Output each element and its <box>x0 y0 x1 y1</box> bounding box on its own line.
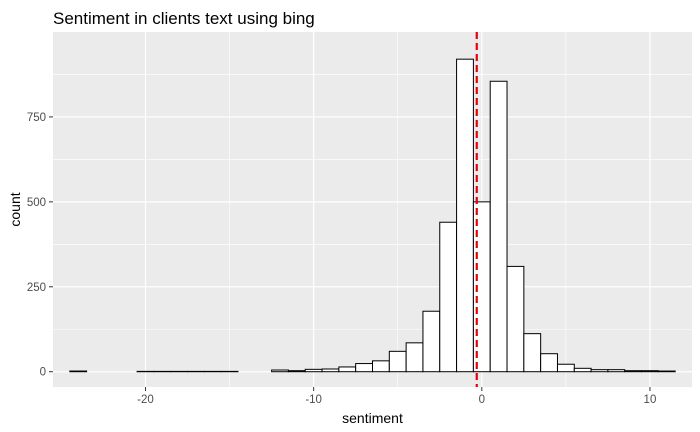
histogram-bar <box>657 370 676 373</box>
histogram-bar <box>506 265 525 373</box>
histogram-bar <box>372 360 390 373</box>
histogram-bar <box>540 353 558 373</box>
histogram-bar <box>338 366 357 373</box>
histogram-bar <box>69 370 88 373</box>
x-tick-label: 10 <box>644 394 657 406</box>
histogram-bar <box>590 369 609 373</box>
x-axis-label: sentiment <box>342 410 403 426</box>
chart-title: Sentiment in clients text using bing <box>53 9 315 28</box>
histogram-bars <box>69 58 676 373</box>
histogram-bar <box>287 370 306 373</box>
histogram-bar <box>321 368 340 373</box>
plot-panel <box>53 32 692 387</box>
histogram-bar <box>624 370 643 373</box>
histogram-bar <box>304 368 323 373</box>
histogram-bar <box>456 58 474 373</box>
y-tick-label: 0 <box>40 367 46 379</box>
histogram-bar <box>405 342 424 373</box>
histogram-bar <box>439 221 458 373</box>
histogram-bar <box>422 310 441 373</box>
histogram-bar <box>607 369 626 373</box>
x-tick-label: 0 <box>479 394 485 406</box>
x-axis: -20 -10 0 10 <box>137 387 656 406</box>
y-tick-label: 250 <box>27 282 46 294</box>
y-axis-label: count <box>7 192 23 226</box>
y-tick-label: 750 <box>27 112 46 124</box>
histogram-bar <box>271 369 289 373</box>
histogram-bar <box>556 363 575 373</box>
histogram-bar <box>388 350 407 373</box>
histogram-bar <box>355 363 373 373</box>
histogram-bar <box>573 367 592 373</box>
y-tick-label: 500 <box>27 197 46 209</box>
histogram-bar <box>489 80 508 373</box>
histogram-bar <box>523 333 542 373</box>
minor-gridlines <box>53 32 692 387</box>
y-axis: 0 250 500 750 <box>27 112 53 379</box>
histogram-bar <box>641 370 659 373</box>
x-tick-label: -20 <box>137 394 154 406</box>
x-tick-label: -10 <box>305 394 322 406</box>
